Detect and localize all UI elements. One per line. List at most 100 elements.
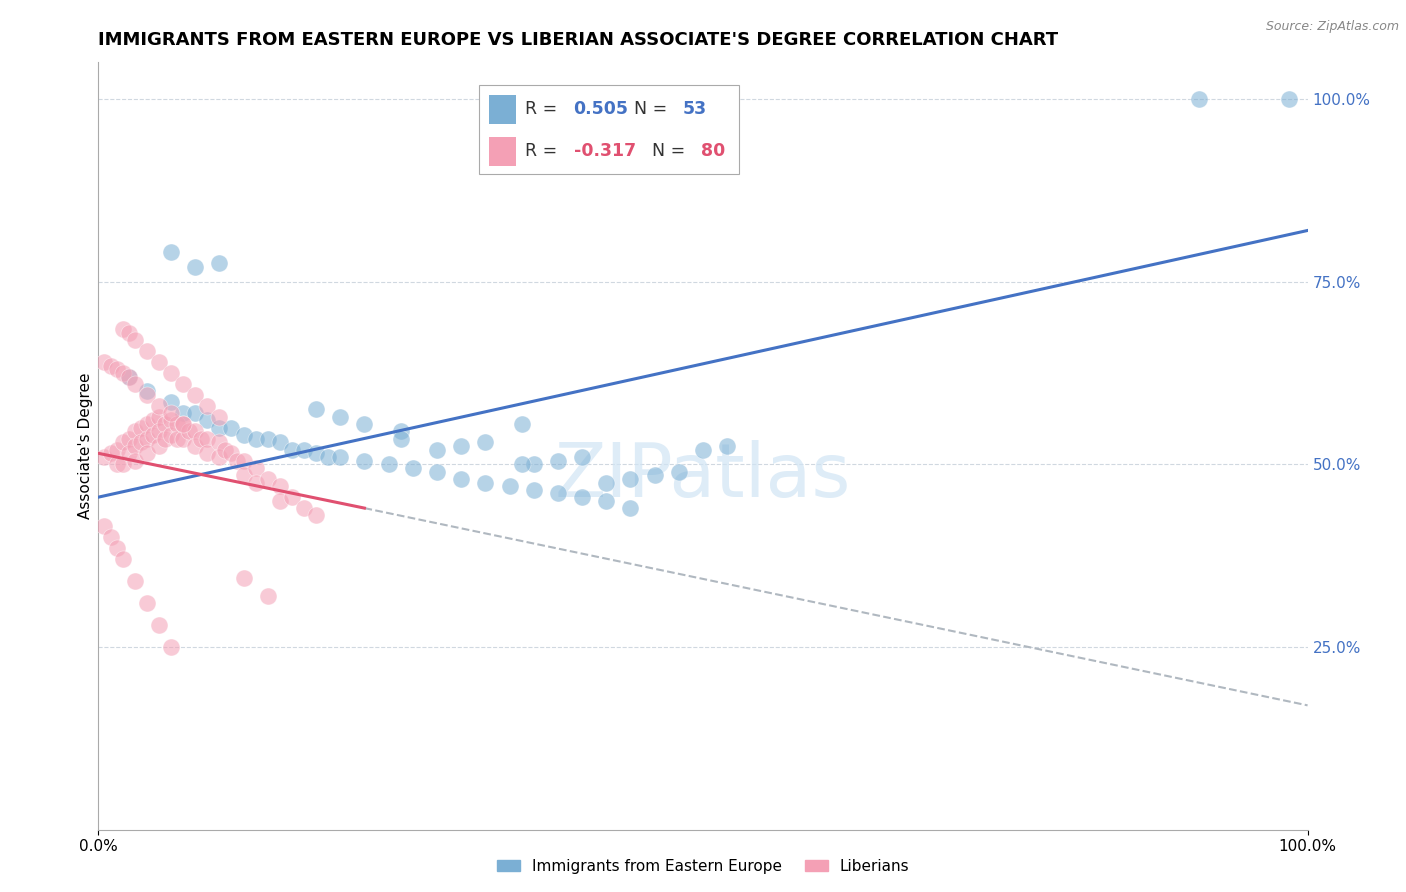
Point [135, 432, 157, 446]
Text: IMMIGRANTS FROM EASTERN EUROPE VS LIBERIAN ASSOCIATE'S DEGREE CORRELATION CHART: IMMIGRANTS FROM EASTERN EUROPE VS LIBERI… [98, 31, 1059, 49]
Point [172, 406, 194, 420]
Point [226, 453, 249, 467]
Point [93, 519, 115, 533]
Text: N =: N = [652, 143, 690, 161]
Point [1188, 92, 1211, 106]
Point [148, 399, 170, 413]
Point [329, 409, 352, 424]
Point [93, 450, 115, 464]
Point [571, 490, 593, 504]
Point [105, 442, 128, 457]
Point [450, 472, 472, 486]
Point [426, 465, 449, 479]
Point [208, 421, 231, 435]
Point [195, 446, 218, 460]
Point [153, 432, 176, 446]
Point [208, 435, 231, 450]
FancyBboxPatch shape [479, 86, 740, 174]
FancyBboxPatch shape [489, 95, 516, 124]
Point [105, 457, 128, 471]
Point [450, 439, 472, 453]
Point [160, 413, 183, 427]
Point [305, 508, 328, 523]
Point [118, 326, 141, 340]
Point [389, 425, 412, 439]
Point [292, 442, 315, 457]
Text: ZIPatlas: ZIPatlas [555, 440, 851, 513]
Point [184, 388, 207, 402]
Point [179, 425, 201, 439]
Point [619, 472, 641, 486]
Point [129, 421, 152, 435]
Point [281, 442, 304, 457]
Point [184, 425, 207, 439]
Point [195, 399, 218, 413]
Point [166, 432, 188, 446]
Point [118, 369, 141, 384]
Point [256, 432, 278, 446]
Point [547, 453, 569, 467]
Point [124, 574, 146, 589]
Text: R =: R = [526, 100, 562, 119]
Point [716, 439, 738, 453]
Point [571, 450, 593, 464]
Point [256, 472, 278, 486]
Point [389, 432, 412, 446]
Point [111, 366, 134, 380]
Point [111, 457, 134, 471]
Point [329, 450, 352, 464]
Text: 53: 53 [682, 100, 707, 119]
Point [644, 468, 666, 483]
Point [668, 465, 690, 479]
Point [305, 402, 328, 417]
Point [595, 493, 617, 508]
Point [124, 439, 146, 453]
Point [105, 362, 128, 376]
Point [523, 457, 546, 471]
Point [510, 457, 533, 471]
Point [124, 425, 146, 439]
Point [281, 490, 304, 504]
Point [245, 475, 267, 490]
Point [232, 570, 254, 584]
Point [129, 435, 152, 450]
Text: Source: ZipAtlas.com: Source: ZipAtlas.com [1265, 20, 1399, 33]
Point [232, 453, 254, 467]
Point [160, 406, 183, 420]
Point [214, 442, 236, 457]
Point [160, 640, 183, 654]
Point [353, 453, 375, 467]
Point [100, 359, 122, 373]
Y-axis label: Associate's Degree: Associate's Degree [77, 373, 93, 519]
Point [426, 442, 449, 457]
Point [135, 596, 157, 610]
Point [93, 355, 115, 369]
FancyBboxPatch shape [489, 136, 516, 166]
Point [142, 428, 165, 442]
Point [135, 344, 157, 359]
Point [124, 376, 146, 391]
Point [118, 446, 141, 460]
Point [124, 333, 146, 347]
Point [148, 355, 170, 369]
Point [498, 479, 520, 493]
Point [269, 435, 291, 450]
Point [190, 432, 212, 446]
Point [160, 428, 183, 442]
Point [111, 322, 134, 336]
Point [118, 369, 141, 384]
Legend: Immigrants from Eastern Europe, Liberians: Immigrants from Eastern Europe, Liberian… [491, 853, 915, 880]
Point [172, 417, 194, 431]
Point [160, 245, 183, 260]
Point [221, 421, 243, 435]
Point [100, 530, 122, 544]
Point [269, 479, 291, 493]
Point [135, 384, 157, 399]
Point [208, 450, 231, 464]
Point [111, 552, 134, 566]
Text: 0.505: 0.505 [574, 100, 628, 119]
Point [245, 432, 267, 446]
Point [142, 413, 165, 427]
Text: N =: N = [634, 100, 673, 119]
Point [148, 618, 170, 632]
